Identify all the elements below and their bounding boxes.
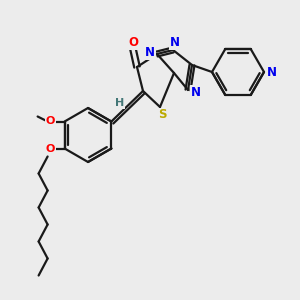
Text: O: O — [46, 116, 55, 127]
Text: N: N — [170, 37, 180, 50]
Text: O: O — [128, 37, 138, 50]
Text: S: S — [158, 109, 166, 122]
Text: N: N — [267, 65, 277, 79]
Text: H: H — [115, 98, 124, 108]
Text: O: O — [46, 143, 55, 154]
Text: N: N — [145, 46, 155, 59]
Text: N: N — [191, 85, 201, 98]
